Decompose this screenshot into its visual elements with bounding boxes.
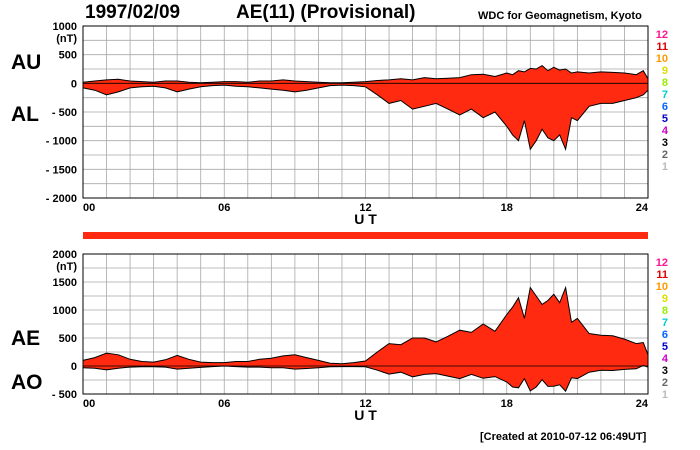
top-station-key-item: 12 (656, 29, 668, 41)
bottom-station-key-item: 11 (656, 269, 668, 281)
bottom-ytick-label: 500 (59, 333, 77, 345)
al-label: AL (11, 103, 39, 126)
top-series-al-line (82, 84, 649, 152)
top-ytick-label: 1000 (53, 21, 77, 33)
top-band-fill (83, 65, 648, 150)
bottom-xaxis-label: U T (354, 407, 377, 423)
top-station-key-item: 2 (662, 149, 668, 161)
bottom-ytick-label: 2000 (53, 249, 77, 261)
bottom-ytick-label: - 500 (52, 389, 77, 401)
bottom-station-key-item: 10 (656, 281, 668, 293)
bottom-station-key-item: 5 (662, 341, 668, 353)
bottom-band-fill (83, 287, 648, 392)
bottom-station-key-item: 4 (662, 353, 669, 365)
bottom-xtick-label: 06 (218, 398, 230, 410)
bottom-ytick-label: 0 (71, 361, 77, 373)
top-station-key-item: 7 (662, 89, 668, 101)
date-title: 1997/02/09 (85, 2, 181, 23)
top-ytick-label: - 1000 (46, 136, 77, 148)
bottom-ytick-label: 1500 (53, 277, 77, 289)
bottom-station-key-item: 7 (662, 317, 668, 329)
ao-label: AO (11, 371, 43, 394)
bottom-station-key-item: 2 (662, 377, 668, 389)
bottom-station-key-item: 8 (662, 305, 668, 317)
top-panel-frame (82, 25, 649, 199)
chart-title: AE(11) (Provisional) (236, 2, 416, 23)
top-station-key-item: 10 (656, 53, 668, 65)
top-station-key-item: 9 (662, 65, 668, 77)
top-series-au-line (82, 64, 649, 84)
bottom-xtick-label: 00 (83, 398, 95, 410)
bottom-panel-frame (82, 253, 649, 395)
top-xtick-label: 18 (501, 202, 513, 214)
top-ytick-label: 500 (59, 50, 77, 62)
ae-label: AE (11, 327, 41, 350)
bottom-station-key-item: 1 (662, 389, 668, 401)
bottom-station-key-item: 6 (662, 329, 668, 341)
top-unit-label: (nT) (56, 33, 77, 45)
bottom-station-key-item: 9 (662, 293, 668, 305)
source-label: WDC for Geomagnetism, Kyoto (478, 10, 642, 22)
top-station-key-item: 4 (662, 125, 669, 137)
au-label: AU (11, 51, 42, 74)
top-xtick-label: 00 (83, 202, 95, 214)
top-station-key-item: 8 (662, 77, 668, 89)
top-station-key-item: 1 (662, 161, 668, 173)
top-station-key-item: 11 (656, 41, 668, 53)
bottom-series-ae-line (82, 285, 649, 365)
top-ytick-label: - 500 (52, 107, 77, 119)
bottom-station-key-item: 12 (656, 257, 668, 269)
bottom-xtick-label: 24 (636, 398, 649, 410)
bottom-series-ao-line (82, 364, 649, 393)
top-ytick-label: 0 (71, 78, 77, 90)
bottom-ytick-label: 1000 (53, 305, 77, 317)
created-timestamp: [Created at 2010-07-12 06:49UT] (480, 431, 647, 443)
top-xtick-label: 06 (218, 202, 230, 214)
top-ytick-label: - 1500 (46, 164, 77, 176)
top-xaxis-label: U T (354, 211, 377, 227)
top-ytick-label: - 2000 (46, 193, 77, 205)
top-station-key-item: 3 (662, 137, 668, 149)
bottom-xtick-label: 12 (359, 398, 371, 410)
top-station-key-item: 6 (662, 101, 668, 113)
bottom-xtick-label: 18 (501, 398, 513, 410)
top-station-key-item: 5 (662, 113, 668, 125)
bottom-unit-label: (nT) (56, 261, 77, 273)
top-xtick-label: 12 (359, 202, 371, 214)
top-xtick-label: 24 (636, 202, 649, 214)
data-availability-bar (83, 232, 648, 239)
bottom-station-key-item: 3 (662, 365, 668, 377)
